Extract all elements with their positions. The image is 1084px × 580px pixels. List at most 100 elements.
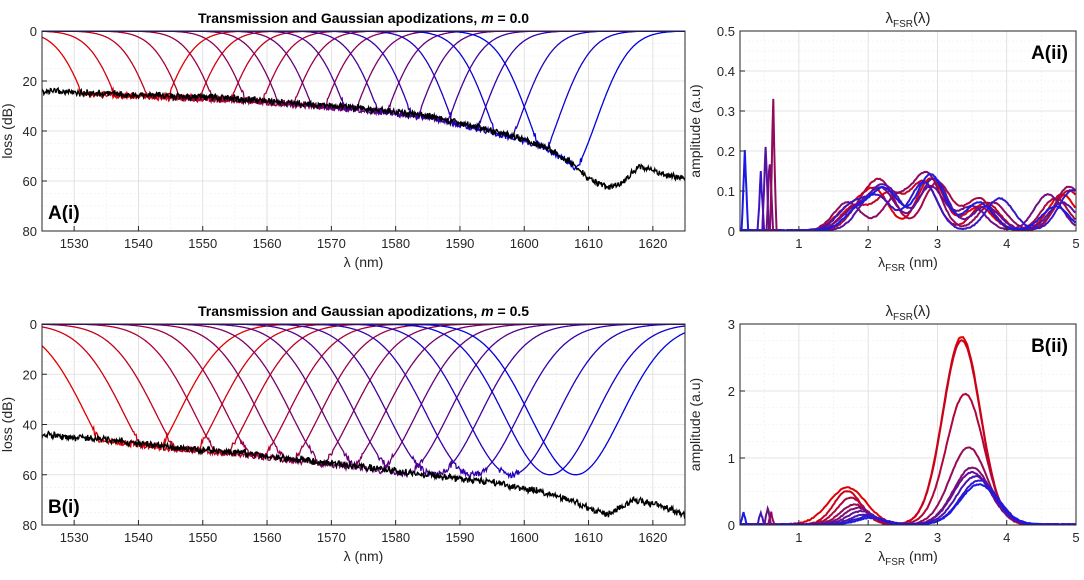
- apodization-curve: [42, 324, 685, 460]
- fsr-spike: [766, 511, 776, 525]
- panel-label: B(i): [48, 497, 80, 518]
- y-tick-label: 0.2: [717, 144, 735, 159]
- panel-a-i: 1530 1540 1550 1560 1570 1580 1590 1600 1610 1620…: [0, 10, 686, 270]
- x-axis-label: λFSR (nm): [878, 254, 938, 274]
- fsr-series: [740, 483, 1076, 525]
- fsr-series: [740, 446, 1076, 525]
- transmission-curve: [42, 86, 685, 190]
- grid: [41, 30, 686, 232]
- y-tick-label: 40: [23, 418, 37, 433]
- x-tick-label: 2: [865, 236, 872, 251]
- x-tick-label: 1610: [574, 530, 603, 545]
- fsr-series: [740, 336, 1076, 525]
- apodization-curve: [42, 31, 685, 151]
- x-axis-label: λFSR (nm): [878, 548, 938, 568]
- x-tick-label: 1530: [60, 530, 89, 545]
- y-tick-label: 0: [728, 224, 735, 239]
- apodization-curve: [42, 324, 685, 476]
- x-tick-label: 1590: [445, 236, 474, 251]
- apodization-curve: [42, 324, 685, 478]
- x-tick-label: 5: [1072, 530, 1079, 545]
- y-tick-label: 0.3: [717, 104, 735, 119]
- apodization-curve: [42, 31, 685, 106]
- x-axis-label: λ (nm): [344, 254, 384, 270]
- transmission-curve: [42, 430, 685, 520]
- apodization-curve: [42, 31, 685, 116]
- y-tick-label: 40: [23, 124, 37, 139]
- x-tick-label: 1: [795, 236, 802, 251]
- x-tick-label: 1600: [510, 236, 539, 251]
- apodization-curve: [42, 31, 685, 105]
- fsr-spike: [765, 164, 775, 231]
- y-axis-label: loss (dB): [0, 103, 15, 158]
- x-tick-label: 4: [1003, 530, 1010, 545]
- apodization-curve: [42, 31, 685, 125]
- y-tick-label: 80: [23, 224, 37, 239]
- grid: [41, 323, 686, 526]
- y-tick-label: 2: [728, 384, 735, 399]
- grid: [740, 323, 1077, 526]
- plot-area: [740, 336, 1076, 525]
- y-tick-label: 0.4: [717, 64, 735, 79]
- fsr-series: [740, 474, 1076, 525]
- apodization-curve: [42, 324, 685, 465]
- x-tick-label: 3: [934, 530, 941, 545]
- x-tick-label: 1530: [60, 236, 89, 251]
- x-tick-label: 1560: [253, 236, 282, 251]
- ticks: 1530 1540 1550 1560 1570 1580 1590 1600 1610 1620…: [23, 24, 668, 251]
- apodization-curve: [42, 324, 685, 473]
- x-tick-label: 1560: [253, 530, 282, 545]
- fsr-spike: [756, 509, 766, 525]
- x-tick-label: 1540: [124, 530, 153, 545]
- y-tick-label: 0: [30, 317, 37, 332]
- y-tick-label: 3: [728, 317, 735, 332]
- x-tick-label: 4: [1003, 236, 1010, 251]
- y-tick-label: 60: [23, 468, 37, 483]
- curves: [42, 324, 685, 520]
- x-tick-label: 1590: [445, 530, 474, 545]
- x-tick-label: 1620: [638, 236, 667, 251]
- x-tick-label: 5: [1072, 236, 1079, 251]
- apodization-curve: [42, 324, 685, 480]
- panel-title: λFSR(λ): [886, 303, 931, 323]
- fsr-series: [740, 392, 1076, 525]
- y-axis-label: loss (dB): [0, 397, 15, 452]
- apodization-curve: [42, 31, 685, 113]
- curves: [740, 336, 1076, 525]
- x-tick-label: 1570: [317, 530, 346, 545]
- apodization-curve: [42, 31, 685, 111]
- y-axis-label: amplitude (a.u): [687, 84, 703, 177]
- panel-label: B(ii): [1031, 336, 1068, 357]
- ticks: 1530 1540 1550 1560 1570 1580 1590 1600 1610 1620…: [23, 317, 668, 545]
- x-tick-label: 1610: [574, 236, 603, 251]
- y-tick-label: 20: [23, 367, 37, 382]
- x-tick-label: 1550: [188, 236, 217, 251]
- plot-area: [42, 324, 685, 520]
- x-tick-label: 1580: [381, 530, 410, 545]
- panel-title: Transmission and Gaussian apodizations, …: [198, 10, 529, 26]
- fsr-spike: [740, 150, 750, 231]
- fsr-series: [740, 339, 1076, 525]
- panel-title: λFSR(λ): [886, 10, 931, 30]
- y-axis-label: amplitude (a.u): [687, 378, 703, 471]
- panel-b-ii: 1 2 3 4 5 0 1 2 3 λFSR(λ) λFSR (nm) amplitude (a…: [687, 303, 1080, 568]
- x-axis-label: λ (nm): [344, 548, 384, 564]
- fsr-series: [740, 470, 1076, 525]
- fsr-spike: [768, 98, 778, 231]
- apodization-curve: [42, 324, 685, 454]
- apodization-curve: [42, 31, 685, 171]
- x-tick-label: 1540: [124, 236, 153, 251]
- y-tick-label: 60: [23, 174, 37, 189]
- panel-label: A(ii): [1031, 43, 1068, 64]
- x-tick-label: 1580: [381, 236, 410, 251]
- y-tick-label: 80: [23, 518, 37, 533]
- y-tick-label: 0.5: [717, 24, 735, 39]
- y-tick-label: 0.1: [717, 184, 735, 199]
- plot-frame: [739, 323, 1077, 526]
- y-tick-label: 0: [728, 518, 735, 533]
- ticks: 1 2 3 4 5 0 1 2 3: [728, 317, 1080, 545]
- panel-title: Transmission and Gaussian apodizations, …: [198, 303, 529, 319]
- apodization-curve: [42, 324, 685, 475]
- y-tick-label: 0: [30, 24, 37, 39]
- x-tick-label: 1: [795, 530, 802, 545]
